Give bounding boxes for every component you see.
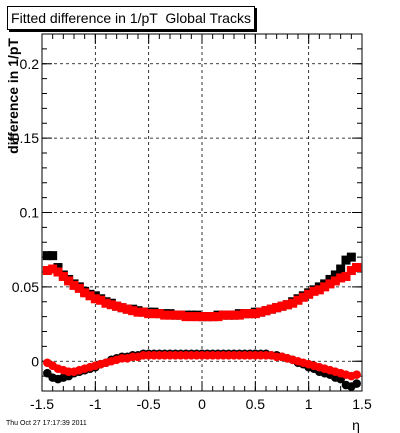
- data-point-square: [346, 266, 356, 276]
- data-point-square: [336, 273, 346, 283]
- timestamp: Thu Oct 27 17:17:39 2011: [6, 420, 87, 427]
- x-tick-label: 1: [305, 396, 313, 412]
- data-point-square: [293, 295, 303, 305]
- data-point-circle: [352, 370, 361, 379]
- x-tick-label: -0.5: [137, 396, 161, 412]
- data-point-square: [133, 307, 143, 317]
- data-point-square: [229, 310, 239, 320]
- data-point-square: [165, 310, 175, 320]
- data-point-square: [144, 309, 154, 319]
- x-tick-label: 0: [198, 396, 206, 412]
- data-point-square: [48, 264, 58, 274]
- x-axis-label: η: [352, 417, 360, 433]
- data-point-square: [186, 312, 196, 322]
- data-point-square: [213, 312, 223, 322]
- data-point-square: [202, 312, 212, 322]
- data-point-square: [325, 279, 335, 289]
- data-point-square: [330, 276, 340, 286]
- x-tick-label: -1.5: [30, 396, 54, 412]
- data-point-square: [336, 264, 346, 274]
- data-point-square: [261, 306, 271, 316]
- data-point-square: [154, 309, 164, 319]
- data-point-square: [58, 271, 68, 281]
- data-point-square: [128, 306, 138, 316]
- y-tick-label: 0: [31, 353, 39, 369]
- data-point-square: [42, 251, 52, 261]
- data-point-square: [176, 310, 186, 320]
- data-point-square: [330, 270, 340, 280]
- x-tick-label: -1: [89, 396, 102, 412]
- data-point-square: [298, 292, 308, 302]
- data-point-square: [160, 310, 170, 320]
- data-point-square: [96, 295, 106, 305]
- data-point-square: [197, 312, 207, 322]
- data-point-square: [112, 301, 122, 311]
- data-point-square: [138, 307, 148, 317]
- data-point-square: [277, 301, 287, 311]
- data-point-square: [149, 309, 159, 319]
- data-point-square: [250, 309, 260, 319]
- data-point-square: [282, 300, 292, 310]
- y-tick-label: 0.15: [12, 130, 39, 146]
- data-point-square: [42, 266, 52, 276]
- data-point-square: [69, 280, 79, 290]
- chart-title: Fitted difference in 1/pT Global Tracks: [7, 6, 255, 30]
- data-point-square: [53, 267, 63, 277]
- data-point-square: [122, 304, 132, 314]
- data-point-square: [304, 289, 314, 299]
- x-tick-label: 1.5: [352, 396, 372, 412]
- data-point-square: [346, 252, 356, 262]
- data-point-square: [101, 298, 111, 308]
- y-tick-label: 0.2: [20, 56, 40, 72]
- data-point-square: [192, 312, 202, 322]
- data-point-square: [170, 310, 180, 320]
- y-axis-label: difference in 1/pT: [5, 38, 21, 154]
- data-point-square: [309, 286, 319, 296]
- data-point-square: [341, 271, 351, 281]
- data-point-square: [341, 255, 351, 265]
- data-point-square: [80, 288, 90, 298]
- data-point-square: [64, 276, 74, 286]
- data-point-square: [352, 263, 362, 273]
- axis-ticks: [41, 33, 363, 392]
- tick-labels: -1.5 -1 -0.5 0 0.5 1 1.5 0 0.05 0.1 0.15 0.2: [12, 56, 372, 412]
- data-point-square: [256, 307, 266, 317]
- data-point-square: [74, 283, 84, 293]
- data-point-square: [266, 304, 276, 314]
- data-point-square: [106, 300, 116, 310]
- data-point-square: [208, 312, 218, 322]
- data-point-square: [218, 310, 228, 320]
- data-point-square: [117, 303, 127, 313]
- data-point-square: [90, 294, 100, 304]
- x-tick-label: 0.5: [246, 396, 266, 412]
- data-point-square: [314, 285, 324, 295]
- data-point-square: [272, 303, 282, 313]
- data-point-square: [85, 291, 95, 301]
- data-point-square: [181, 312, 191, 322]
- data-point-square: [240, 309, 250, 319]
- y-tick-label: 0.05: [12, 279, 39, 295]
- grid-lines: [42, 34, 362, 391]
- data-points: [42, 251, 362, 391]
- data-point-square: [288, 298, 298, 308]
- y-tick-label: 0.1: [20, 205, 40, 221]
- data-point-square: [234, 310, 244, 320]
- data-point-square: [224, 310, 234, 320]
- data-point-square: [320, 282, 330, 292]
- data-point-square: [48, 251, 58, 261]
- data-point-circle: [352, 379, 361, 388]
- data-point-square: [245, 309, 255, 319]
